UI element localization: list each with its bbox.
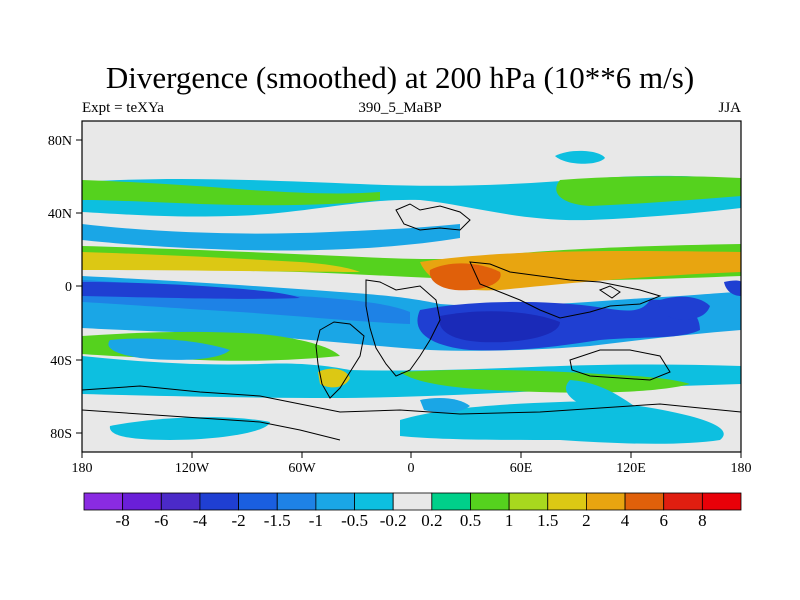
colorbar-label: 8	[698, 511, 707, 530]
colorbar-swatch	[83, 492, 124, 511]
contour-south-blue-west	[108, 338, 230, 360]
colorbar-swatch	[354, 492, 394, 511]
coast-antarctica	[82, 385, 741, 441]
season-label: JJA	[718, 100, 741, 116]
lat-tick-label: 80S	[50, 427, 72, 442]
contour-north-green	[82, 180, 380, 206]
colorbar-swatch	[547, 492, 587, 511]
map-title: Divergence (smoothed) at 200 hPa (10**6 …	[105, 60, 695, 95]
coast-australia	[569, 349, 671, 381]
contour-polar-light-2	[400, 401, 724, 444]
contour-eq-pacific	[658, 296, 710, 320]
lon-tick-label: 60E	[510, 461, 533, 476]
colorbar-label: -1	[309, 511, 323, 530]
colorbar-label: 1	[505, 511, 514, 530]
lon-tick-label: 60W	[288, 461, 316, 476]
contour-eq-far-east	[724, 280, 741, 296]
colorbar-swatch	[431, 492, 471, 511]
colorbar-label: 6	[659, 511, 668, 530]
contour-eq-dark	[82, 282, 300, 299]
lon-tick-label: 180	[72, 461, 93, 476]
coast-europe	[395, 203, 471, 231]
contour-north-green-east	[556, 176, 741, 206]
contour-band-yellow	[82, 252, 360, 272]
run-label: 390_5_MaBP	[358, 100, 442, 116]
lat-tick-label: 80N	[48, 134, 72, 149]
colorbar-label: 0.2	[421, 511, 442, 530]
colorbar-swatch	[122, 492, 162, 511]
lon-tick-label: 0	[408, 461, 415, 476]
colorbar: -8 -6 -4 -2 -1.5 -1 -0.5 -0.2 0.2 0.5 1 1.5 2 4 6 8	[83, 492, 742, 530]
contour-field	[82, 121, 741, 452]
colorbar-swatch	[663, 492, 703, 511]
colorbar-swatch	[470, 492, 510, 511]
contour-subtropic-blue	[82, 224, 460, 251]
coast-africa	[365, 279, 441, 377]
latitude-axis: 80N 40N 0 40S 80S	[48, 134, 82, 442]
lat-tick-label: 40N	[48, 207, 72, 222]
colorbar-swatch	[508, 492, 549, 511]
coast-asia	[469, 261, 662, 319]
colorbar-label: 1.5	[537, 511, 558, 530]
lon-tick-label: 180	[731, 461, 752, 476]
lon-tick-label: 120W	[175, 461, 210, 476]
colorbar-label: -0.2	[380, 511, 407, 530]
colorbar-label: -4	[193, 511, 208, 530]
contour-africa-red	[429, 263, 501, 291]
colorbar-label: 4	[621, 511, 630, 530]
contour-south-green-2	[400, 369, 690, 393]
lat-tick-label: 0	[65, 280, 72, 295]
contour-arctic-blue	[555, 150, 605, 164]
colorbar-label: 0.5	[460, 511, 481, 530]
colorbar-label: -1.5	[264, 511, 291, 530]
lat-tick-label: 40S	[50, 354, 72, 369]
colorbar-label: -2	[232, 511, 246, 530]
experiment-label: Expt = teXYa	[82, 100, 164, 116]
contour-polar-light	[109, 417, 270, 440]
colorbar-swatch	[238, 492, 278, 511]
lon-tick-label: 120E	[616, 461, 646, 476]
colorbar-swatch	[199, 492, 239, 511]
coast-island-pacific	[598, 285, 621, 299]
colorbar-swatch	[586, 492, 626, 511]
coast-south-america	[315, 321, 365, 399]
colorbar-swatch	[392, 492, 433, 511]
colorbar-swatch	[624, 492, 665, 511]
colorbar-label: -6	[154, 511, 168, 530]
colorbar-label: 2	[582, 511, 591, 530]
contour-band-orange	[420, 251, 741, 291]
longitude-axis: 180 120W 60W 0 60E 120E 180	[72, 452, 752, 476]
colorbar-swatch	[315, 492, 355, 511]
coastlines	[82, 203, 741, 441]
colorbar-swatch	[276, 492, 317, 511]
colorbar-swatch	[160, 492, 201, 511]
colorbar-label: -0.5	[341, 511, 368, 530]
contour-polar-light-3	[565, 380, 640, 414]
contour-eq-darker	[439, 311, 560, 343]
colorbar-label: -8	[116, 511, 130, 530]
contour-polar-dark	[420, 398, 470, 413]
contour-south-yellow	[318, 368, 350, 388]
colorbar-swatch	[701, 492, 742, 511]
